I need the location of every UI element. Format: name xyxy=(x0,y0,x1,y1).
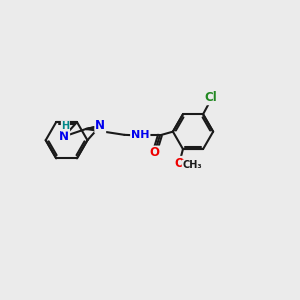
Text: N: N xyxy=(95,119,105,132)
Text: CH₃: CH₃ xyxy=(182,160,202,170)
Text: O: O xyxy=(174,157,184,170)
Text: NH: NH xyxy=(131,130,149,140)
Text: N: N xyxy=(59,130,69,143)
Text: Cl: Cl xyxy=(205,91,217,104)
Text: O: O xyxy=(149,146,160,160)
Text: H: H xyxy=(61,121,70,131)
